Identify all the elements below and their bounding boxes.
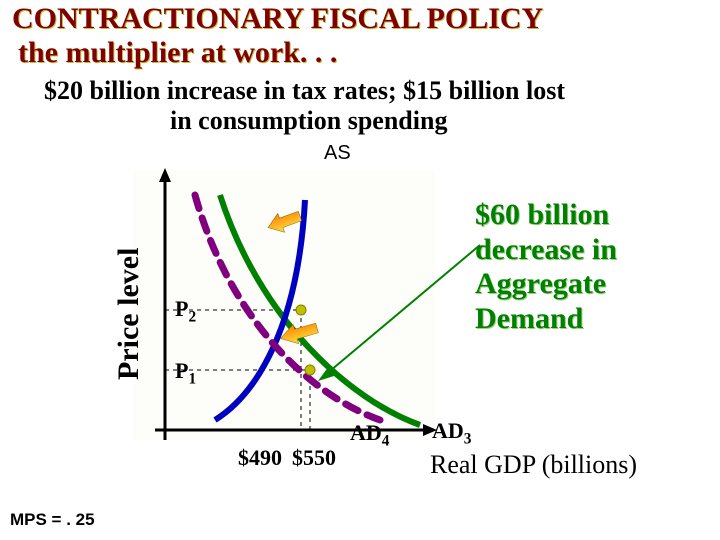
x-tick-490: $490 [238,445,282,471]
p2-text: P [175,296,188,321]
ad3-label: AD3 [432,418,471,448]
p1-label: P1 [175,358,196,388]
ad4-sub: 4 [382,432,390,449]
annotation-l4: Demand [475,302,617,337]
annotation-l2: decrease in [475,233,617,268]
footer-mps: MPS = . 25 [10,510,95,530]
x-axis-label: Real GDP (billions) [430,450,637,480]
p1-text: P [175,358,188,383]
y-axis-label: Price level [112,248,146,380]
ad4-text: AD [350,420,382,445]
ad4-label: AD4 [350,420,389,450]
ad3-text: AD [432,418,464,443]
as-label: AS [324,142,351,165]
p1-sub: 1 [188,370,196,387]
annotation-l1: $60 billion [475,198,617,233]
x-tick-550: $550 [292,445,336,471]
eq-point-2 [296,305,306,315]
p2-sub: 2 [188,308,196,325]
annotation-l3: Aggregate [475,267,617,302]
p2-label: P2 [175,296,196,326]
slide-root: CONTRACTIONARY FISCAL POLICY the multipl… [0,0,720,540]
eq-point-1 [305,365,315,375]
annotation-block: $60 billion decrease in Aggregate Demand [475,198,617,336]
ad3-sub: 3 [464,430,472,447]
